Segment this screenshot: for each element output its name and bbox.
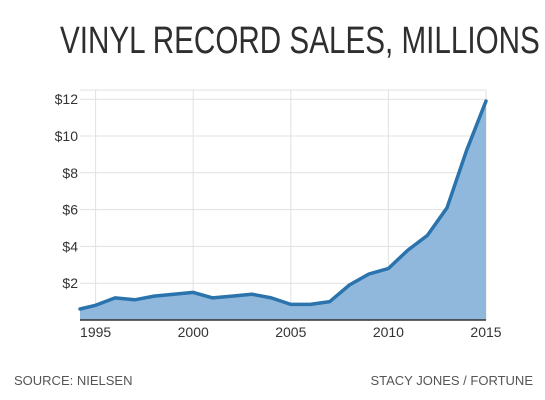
x-tick-label: 2005 (275, 324, 306, 340)
y-tick-label: $2 (62, 275, 78, 291)
y-tick-label: $6 (62, 202, 78, 218)
y-tick-label: $12 (55, 91, 79, 107)
x-tick-label: 1995 (80, 324, 111, 340)
chart-title: VINYL RECORD SALES, MILLIONS (59, 20, 540, 62)
sales-line (78, 99, 488, 311)
plot-area (78, 99, 488, 320)
sales-area-fill (80, 101, 486, 320)
x-tick-label: 2010 (373, 324, 404, 340)
source-note: SOURCE: NIELSEN (14, 373, 133, 388)
axes: $2 $4 $6 $8 $10 $12 1995 2000 2005 2010 2015 (55, 91, 502, 340)
y-tick-label: $8 (62, 165, 78, 181)
y-tick-label: $10 (55, 128, 79, 144)
credit-note: STACY JONES / FORTUNE (370, 373, 533, 388)
x-tick-label: 2015 (470, 324, 501, 340)
x-tick-label: 2000 (178, 324, 209, 340)
y-tick-label: $4 (62, 238, 78, 254)
